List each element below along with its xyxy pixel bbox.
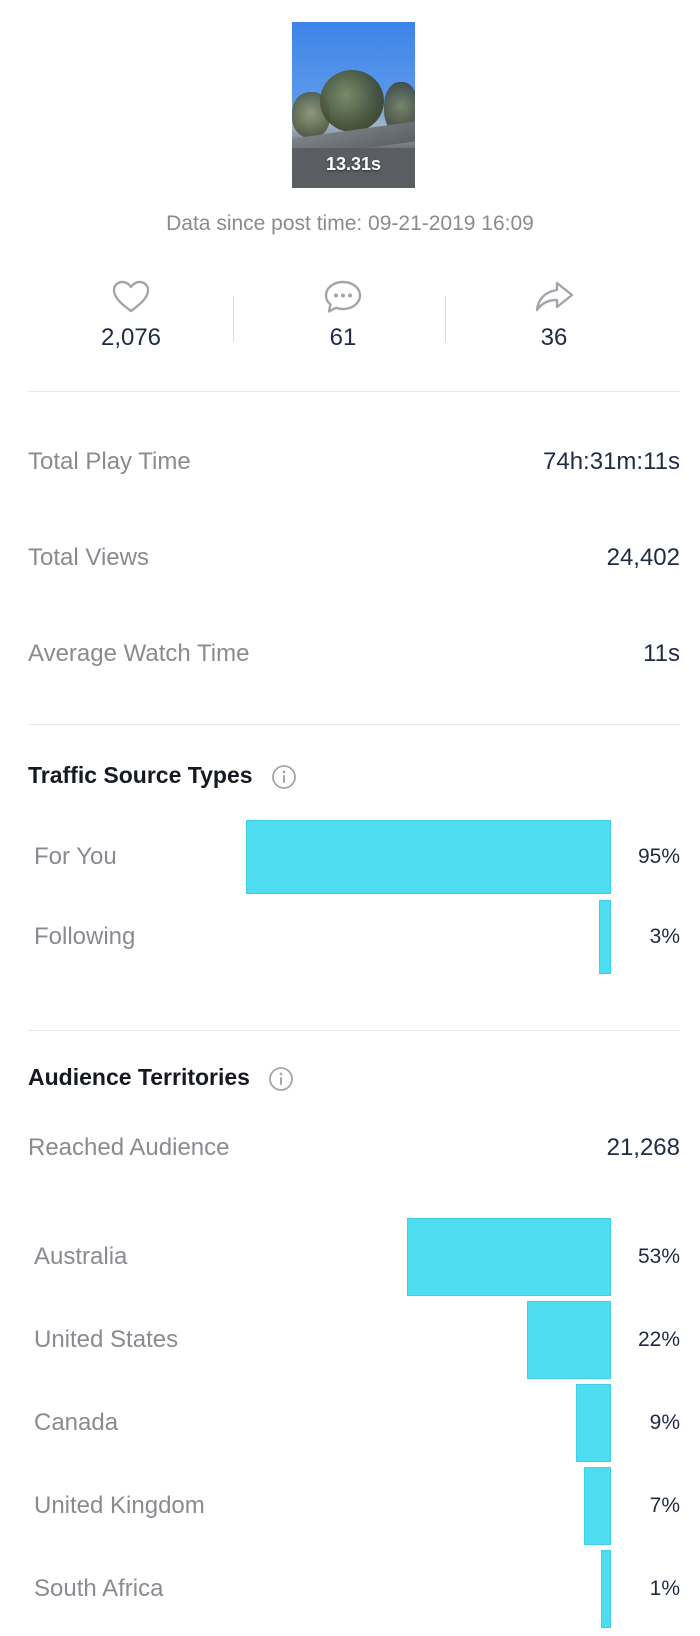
- metric-label: Total Views: [28, 544, 149, 571]
- comments-count: 61: [329, 324, 357, 351]
- stat-divider: [233, 296, 234, 342]
- audience-section-title: Audience Territories: [28, 1064, 294, 1092]
- traffic-source-percent: 3%: [649, 925, 680, 948]
- metric-value: 74h:31m:11s: [543, 448, 680, 475]
- metric-total-views: Total Views 24,402: [28, 538, 680, 578]
- traffic-source-percent: 95%: [637, 845, 680, 868]
- metric-value: 24,402: [606, 544, 680, 571]
- audience-territory-row: South Africa 1%: [28, 1550, 680, 1628]
- traffic-source-bar: [599, 900, 611, 974]
- metric-total-play-time: Total Play Time 74h:31m:11s: [28, 442, 680, 482]
- metric-label: Average Watch Time: [28, 640, 250, 667]
- video-thumbnail[interactable]: 13.31s: [292, 22, 415, 188]
- thumbnail-tree: [320, 70, 384, 132]
- audience-territory-bar: [526, 1301, 611, 1379]
- audience-territory-percent: 1%: [649, 1577, 680, 1600]
- divider: [28, 724, 680, 725]
- metric-label: Total Play Time: [28, 448, 191, 475]
- data-since-text: Data since post time: 09-21-2019 16:09: [166, 212, 534, 235]
- audience-territory-label: United States: [34, 1326, 179, 1353]
- audience-title-text: Audience Territories: [28, 1064, 250, 1090]
- audience-territory-bar: [584, 1467, 611, 1545]
- heart-icon: [112, 280, 150, 313]
- traffic-source-row: For You 95%: [28, 820, 680, 894]
- traffic-section-title: Traffic Source Types: [28, 762, 297, 790]
- audience-territory-label: Canada: [34, 1409, 119, 1436]
- divider: [28, 391, 680, 392]
- traffic-source-bar: [246, 820, 611, 894]
- info-icon[interactable]: [271, 764, 297, 790]
- audience-territory-label: United Kingdom: [34, 1492, 205, 1519]
- audience-territory-bar: [407, 1218, 611, 1296]
- reached-audience-label: Reached Audience: [28, 1134, 230, 1161]
- audience-territory-percent: 53%: [637, 1245, 680, 1268]
- comment-icon: [324, 280, 362, 313]
- audience-territory-label: Australia: [34, 1243, 128, 1270]
- reached-audience-row: Reached Audience 21,268: [28, 1128, 680, 1168]
- comments-stat: 61: [263, 280, 423, 352]
- thumbnail-ground: [292, 148, 415, 188]
- video-duration: 13.31s: [325, 154, 382, 174]
- info-icon[interactable]: [268, 1066, 294, 1092]
- audience-territory-percent: 22%: [637, 1328, 680, 1351]
- divider: [28, 1030, 680, 1031]
- metric-value: 11s: [643, 640, 680, 667]
- audience-territory-percent: 9%: [649, 1411, 680, 1434]
- reached-audience-value: 21,268: [606, 1134, 680, 1161]
- metric-average-watch-time: Average Watch Time 11s: [28, 634, 680, 674]
- shares-count: 36: [540, 324, 568, 351]
- audience-territory-row: Australia 53%: [28, 1218, 680, 1296]
- audience-territory-row: Canada 9%: [28, 1384, 680, 1462]
- audience-territory-bar: [601, 1550, 611, 1628]
- audience-territory-percent: 7%: [649, 1494, 680, 1517]
- likes-stat: 2,076: [51, 280, 211, 352]
- shares-stat: 36: [474, 280, 634, 352]
- audience-territory-row: United States 22%: [28, 1301, 680, 1379]
- audience-territory-row: United Kingdom 7%: [28, 1467, 680, 1545]
- traffic-source-row: Following 3%: [28, 900, 680, 974]
- stat-divider: [445, 296, 446, 342]
- audience-territory-label: South Africa: [34, 1575, 164, 1602]
- share-icon: [535, 281, 574, 312]
- audience-territory-bar: [576, 1384, 611, 1462]
- likes-count: 2,076: [100, 324, 162, 351]
- traffic-title-text: Traffic Source Types: [28, 762, 253, 788]
- traffic-source-label: For You: [34, 843, 117, 870]
- traffic-source-label: Following: [34, 923, 136, 950]
